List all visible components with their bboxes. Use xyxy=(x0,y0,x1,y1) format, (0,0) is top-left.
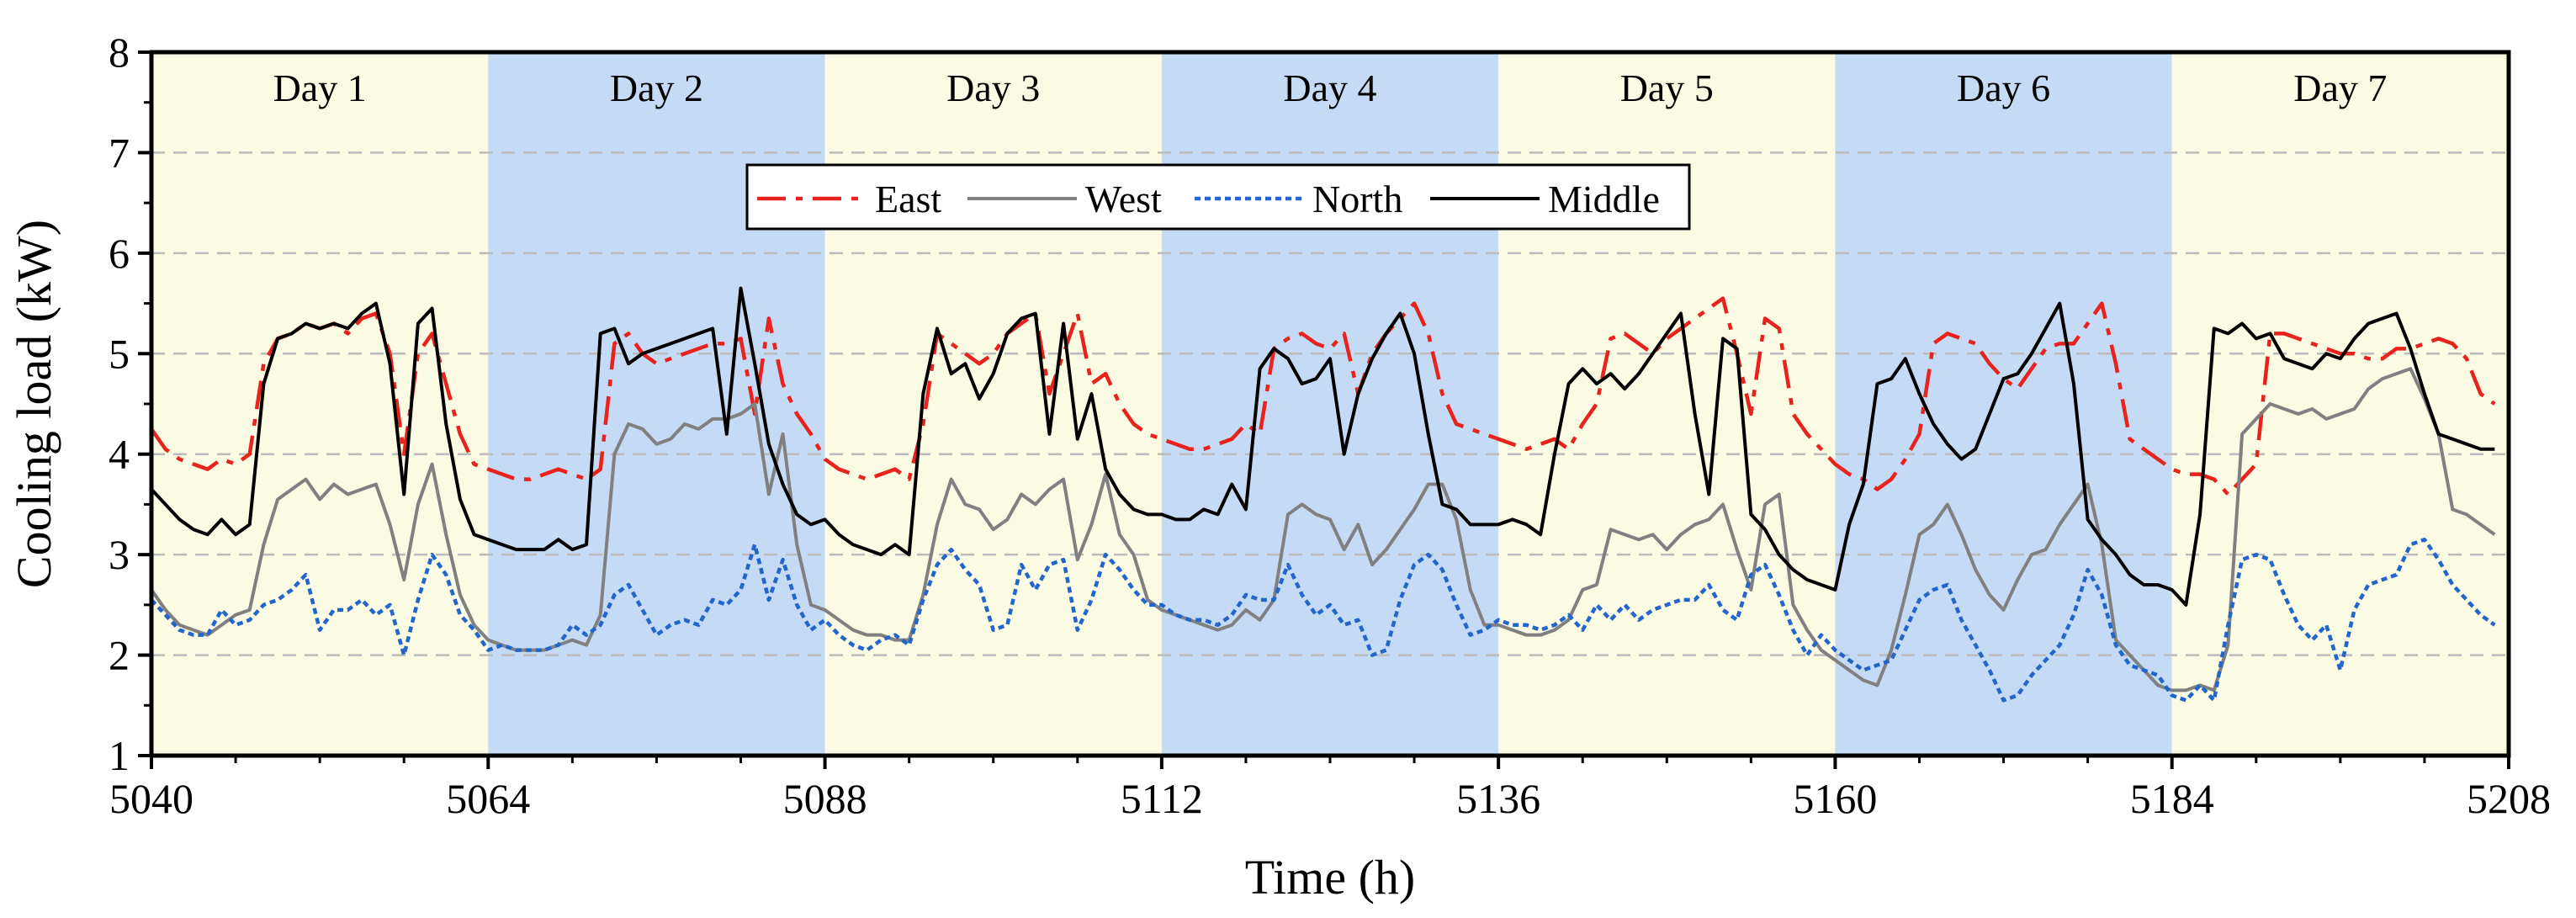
legend-label-east: East xyxy=(875,178,941,220)
band-day-5 xyxy=(1498,52,1836,756)
series-line-middle xyxy=(150,286,2495,607)
x-tick-label-5208: 5208 xyxy=(2467,775,2551,822)
x-tick-label-5088: 5088 xyxy=(783,775,867,822)
x-tick-label-5040: 5040 xyxy=(109,775,193,822)
y-tick-label-6: 6 xyxy=(109,230,130,277)
day-label-day-4: Day 4 xyxy=(1283,66,1376,109)
y-tick-label-1: 1 xyxy=(109,732,130,779)
band-day-3 xyxy=(824,52,1162,756)
day-label-day-7: Day 7 xyxy=(2293,66,2387,109)
y-tick-label-7: 7 xyxy=(109,129,130,176)
day-label-day-1: Day 1 xyxy=(273,66,367,109)
legend-label-middle: Middle xyxy=(1548,178,1660,220)
day-labels: Day 1 Day 2 Day 3 Day 4 Day 5 Day 6 Day 7 xyxy=(273,66,2388,109)
x-tick-label-5160: 5160 xyxy=(1793,775,1877,822)
y-tick-label-2: 2 xyxy=(109,632,130,679)
x-axis-title: Time (h) xyxy=(1245,850,1416,905)
series-line-east xyxy=(150,296,2496,496)
x-tick-label-5184: 5184 xyxy=(2130,775,2214,822)
y-tick-label-5: 5 xyxy=(109,330,130,377)
x-tick-label-5064: 5064 xyxy=(446,775,530,822)
legend: East West North Middle xyxy=(745,163,1691,231)
x-tick-label-5112: 5112 xyxy=(1121,775,1203,822)
band-day-7 xyxy=(2171,52,2509,756)
band-day-4 xyxy=(1161,52,1499,756)
day-label-day-5: Day 5 xyxy=(1620,66,1714,109)
series-lines xyxy=(150,286,2496,703)
series-line-west xyxy=(150,367,2496,692)
day-label-day-3: Day 3 xyxy=(946,66,1040,109)
band-day-1 xyxy=(151,52,489,756)
series-line-north xyxy=(150,537,2496,703)
day-label-day-2: Day 2 xyxy=(610,66,703,109)
legend-label-north: North xyxy=(1312,178,1402,220)
y-tick-label-4: 4 xyxy=(109,431,130,478)
x-tick-label-5136: 5136 xyxy=(1456,775,1540,822)
y-axis-title: Cooling load (kW) xyxy=(7,220,61,588)
y-tick-label-8: 8 xyxy=(109,29,130,76)
legend-label-west: West xyxy=(1085,178,1162,220)
day-label-day-6: Day 6 xyxy=(1957,66,2050,109)
y-tick-label-3: 3 xyxy=(109,531,130,578)
day-bands xyxy=(151,52,2509,756)
axis-ticks: 5040 5064 5088 5112 5136 5160 5184 5208 1 2 3 4 5 6 7 8 xyxy=(109,29,2551,822)
